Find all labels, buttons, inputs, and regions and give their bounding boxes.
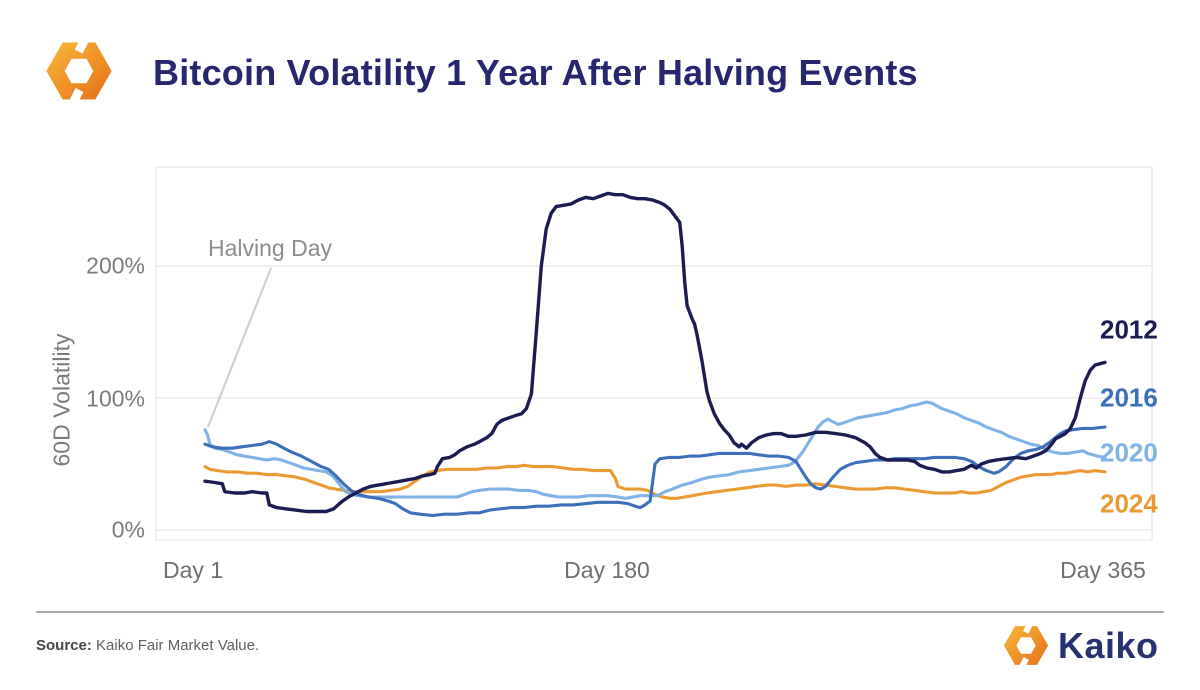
y-tick-100: 100% (86, 385, 145, 412)
x-tick-day180: Day 180 (564, 557, 650, 583)
kaiko-hexagon-logo-icon-small (1003, 622, 1049, 669)
plot-border (155, 166, 1153, 541)
source-note: Source: Kaiko Fair Market Value. (36, 637, 259, 654)
legend-2024: 2024 (1100, 488, 1158, 519)
legend-2020: 2020 (1100, 437, 1158, 468)
kaiko-hexagon-logo-icon (46, 36, 112, 106)
x-tick-day1: Day 1 (162, 557, 224, 583)
page-title: Bitcoin Volatility 1 Year After Halving … (153, 52, 918, 93)
legend-2012: 2012 (1100, 314, 1158, 345)
source-label: Source: (36, 637, 92, 654)
brand-name: Kaiko (1058, 624, 1159, 666)
series-line-2020 (203, 400, 1107, 500)
y-tick-0: 0% (111, 516, 145, 543)
footer-divider (36, 611, 1164, 613)
y-tick-200: 200% (86, 252, 145, 279)
halving-day-pointer-line (206, 267, 273, 428)
halving-day-annotation: Halving Day (208, 235, 332, 261)
source-text: Kaiko Fair Market Value. (91, 637, 260, 654)
legend-2016: 2016 (1100, 382, 1158, 413)
kaiko-wordmark: Kaiko (1003, 622, 1159, 669)
series-layer (203, 191, 1107, 518)
x-tick-day365: Day 365 (1060, 557, 1146, 583)
series-line-2012 (203, 191, 1107, 514)
